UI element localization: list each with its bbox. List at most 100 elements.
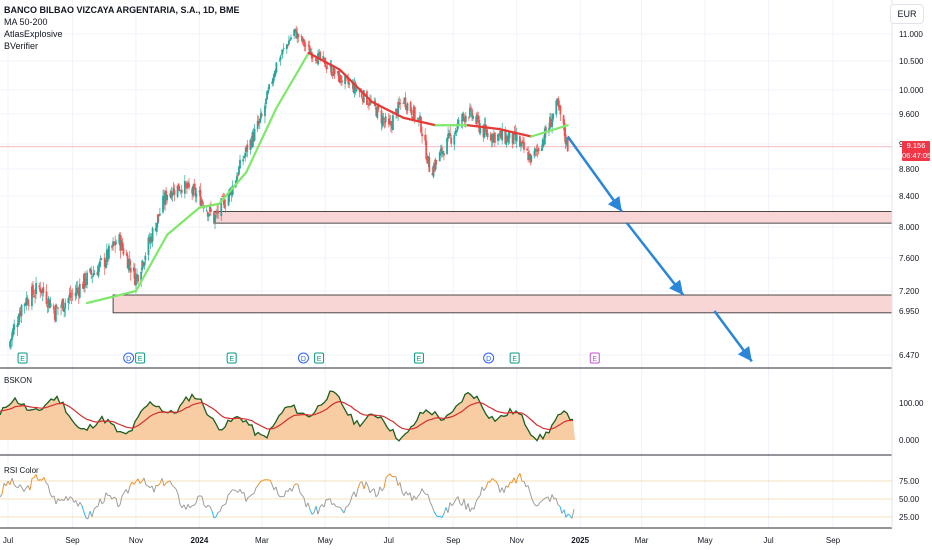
rsi-segment xyxy=(417,493,421,497)
earnings-marker xyxy=(135,352,146,364)
candle-body xyxy=(70,295,73,297)
rsi-segment xyxy=(31,477,35,480)
rsi-segment xyxy=(399,482,403,493)
rsi-segment xyxy=(515,476,519,484)
candle-body xyxy=(180,189,183,193)
rsi-segment xyxy=(59,499,63,502)
candle-body xyxy=(223,199,226,208)
rsi-segment xyxy=(469,507,473,512)
time-tick-label: May xyxy=(318,536,333,545)
candle-body xyxy=(271,81,274,84)
candle-body xyxy=(191,188,194,194)
candle-body xyxy=(409,101,412,112)
candle-body xyxy=(341,80,343,83)
rsi-segment xyxy=(523,481,527,487)
candle-body xyxy=(105,249,108,263)
candle-body xyxy=(90,269,93,275)
rsi-segment xyxy=(203,504,207,508)
rsi-segment xyxy=(461,498,465,506)
candle-body xyxy=(348,82,351,85)
ma-segment xyxy=(245,106,278,174)
rsi-segment xyxy=(187,504,191,509)
candle-body xyxy=(448,133,451,137)
candle-body xyxy=(396,109,398,117)
projection-arrow-head xyxy=(607,196,622,212)
candle-body xyxy=(395,108,397,115)
bar-countdown: 06:47:05 xyxy=(902,150,932,160)
rsi-segment xyxy=(65,496,69,501)
candle-body xyxy=(154,228,157,231)
rsi-segment xyxy=(219,505,223,512)
price-tick-label: 8.800 xyxy=(899,165,920,174)
candle-body xyxy=(9,341,11,348)
rsi-label: RSI Color xyxy=(4,466,39,475)
candle-body xyxy=(18,313,21,323)
candle-body xyxy=(98,262,101,267)
candle-body xyxy=(563,122,566,137)
candle-body xyxy=(62,298,65,311)
candle-body xyxy=(32,284,34,295)
rsi-segment xyxy=(143,477,147,486)
candle-body xyxy=(69,292,72,298)
indicator-atlas[interactable]: AtlasExplosive xyxy=(4,29,63,39)
candle-body xyxy=(198,191,201,193)
rsi-segment xyxy=(369,490,373,494)
rsi-segment xyxy=(55,498,59,505)
event-marker-label: E xyxy=(317,356,322,363)
candle-body xyxy=(206,211,209,217)
candle-body xyxy=(108,245,110,259)
candle-body xyxy=(251,132,254,148)
rsi-segment xyxy=(217,511,221,513)
candle-body xyxy=(235,176,238,182)
rsi-segment xyxy=(75,500,79,507)
candle-body xyxy=(552,113,555,120)
rsi-segment xyxy=(497,484,501,493)
rsi-segment xyxy=(161,478,165,486)
candle-body xyxy=(543,128,546,145)
candle-body xyxy=(555,100,558,115)
rsi-segment xyxy=(457,496,461,504)
candle-body xyxy=(34,295,36,297)
bskon-tick-label: 0.000 xyxy=(899,436,920,445)
rsi-segment xyxy=(313,506,317,513)
candle-body xyxy=(446,138,448,155)
candle-body xyxy=(418,118,420,121)
candle-body xyxy=(141,260,144,270)
indicator-bverifier[interactable]: BVerifier xyxy=(4,41,39,51)
indicator-ma[interactable]: MA 50-200 xyxy=(4,17,48,27)
candle-body xyxy=(489,134,492,140)
candle-body xyxy=(476,114,479,123)
candle-body xyxy=(89,268,92,273)
projection-arrow-head xyxy=(737,346,752,362)
candle-body xyxy=(540,148,543,151)
rsi-segment xyxy=(565,513,569,518)
candle-body xyxy=(490,138,493,141)
candle-body xyxy=(403,97,406,102)
candle-body xyxy=(49,303,52,307)
candle-body xyxy=(556,99,559,103)
candle-body xyxy=(267,90,269,94)
candle-body xyxy=(533,150,536,156)
rsi-segment xyxy=(377,486,381,495)
candle-body xyxy=(227,194,230,206)
candle-body xyxy=(300,36,303,38)
rsi-segment xyxy=(259,480,263,483)
candle-body xyxy=(68,294,71,299)
candle-body xyxy=(297,33,300,38)
rsi-segment xyxy=(339,506,343,511)
rsi-segment xyxy=(433,511,437,516)
rsi-segment xyxy=(291,485,295,492)
projection-arrows xyxy=(566,135,753,363)
candle-body xyxy=(453,135,456,145)
candle-body xyxy=(126,255,129,269)
candle-body xyxy=(460,120,463,121)
event-marker-label: E xyxy=(592,356,597,363)
candle-body xyxy=(450,137,453,144)
candle-body xyxy=(57,307,59,309)
rsi-segment xyxy=(133,481,137,485)
rsi-segment xyxy=(513,477,517,484)
currency-button[interactable]: EUR xyxy=(890,4,924,24)
rsi-segment xyxy=(315,506,319,515)
candle-body xyxy=(380,110,383,124)
